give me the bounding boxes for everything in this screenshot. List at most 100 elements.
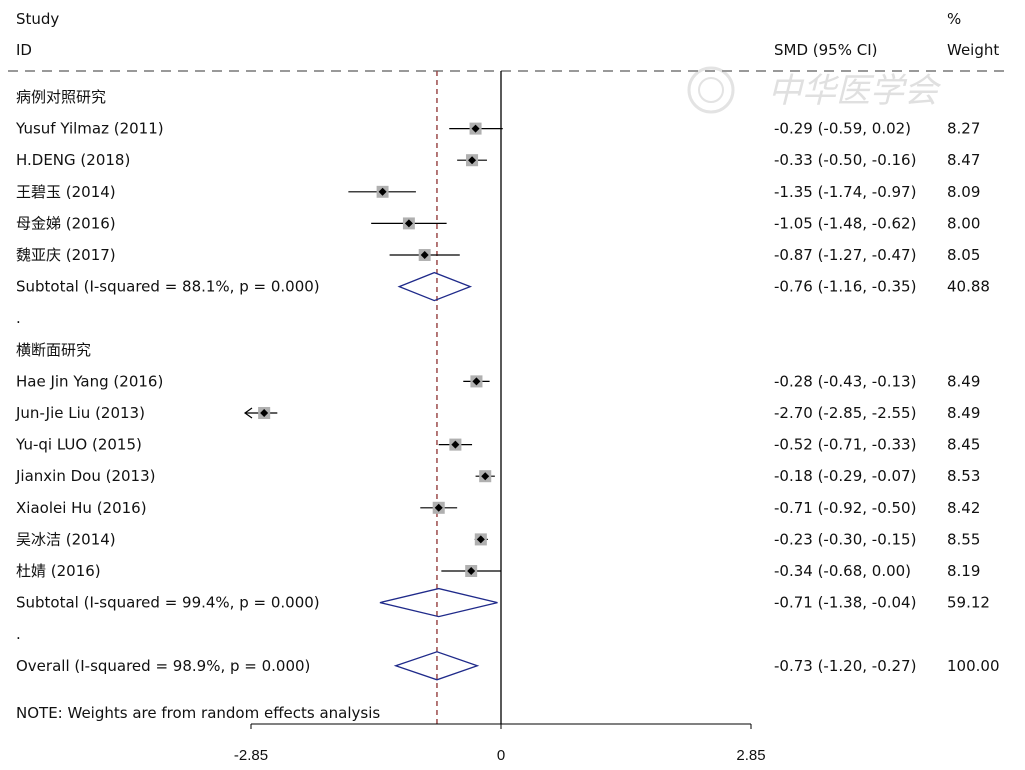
row-label: . xyxy=(16,309,21,327)
row-label: . xyxy=(16,625,21,643)
point-estimate xyxy=(467,567,476,575)
ci-text: -0.33 (-0.50, -0.16) xyxy=(774,151,916,169)
header-study: Study xyxy=(16,10,59,28)
row-label: 魏亚庆 (2017) xyxy=(16,246,116,264)
point-estimate xyxy=(472,377,481,386)
point-estimate xyxy=(404,219,413,228)
weight-text: 8.09 xyxy=(947,183,980,201)
ci-text: -0.28 (-0.43, -0.13) xyxy=(774,372,916,390)
row-study: 魏亚庆 (2017) -0.87 (-1.27, -0.47) 8.05 xyxy=(16,246,980,264)
row-label: H.DENG (2018) xyxy=(16,151,130,169)
ci-text: -0.52 (-0.71, -0.33) xyxy=(774,436,916,454)
watermark: 中华医学会 xyxy=(687,66,942,114)
row-subtotal: Subtotal (I-squared = 99.4%, p = 0.000) -… xyxy=(16,587,990,618)
row-study: 吴冰洁 (2014) -0.23 (-0.30, -0.15) 8.55 xyxy=(16,530,980,548)
row-label: Xiaolei Hu (2016) xyxy=(16,499,147,517)
weight-text: 8.19 xyxy=(947,562,980,580)
weight-text: 8.47 xyxy=(947,151,980,169)
row-study: 母金娣 (2016) -1.05 (-1.48, -0.62) 8.00 xyxy=(16,214,980,232)
row-study: 王碧玉 (2014) -1.35 (-1.74, -0.97) 8.09 xyxy=(16,183,980,201)
row-study: Jianxin Dou (2013) -0.18 (-0.29, -0.07) 8.… xyxy=(15,467,980,485)
ci-text: -0.34 (-0.68, 0.00) xyxy=(774,562,911,580)
ci-text: -0.87 (-1.27, -0.47) xyxy=(774,246,916,264)
watermark-seal-icon xyxy=(687,66,735,114)
row-label: 王碧玉 (2014) xyxy=(16,183,116,201)
row-study: Yu-qi LUO (2015) -0.52 (-0.71, -0.33) 8.45 xyxy=(15,436,980,454)
row-group: 横断面研究 xyxy=(16,341,91,359)
ci-text: -0.71 (-0.92, -0.50) xyxy=(774,499,916,517)
weight-text: 8.49 xyxy=(947,372,980,390)
point-estimate xyxy=(471,124,480,133)
ci-text: -0.71 (-1.38, -0.04) xyxy=(774,594,916,612)
header-weight: Weight xyxy=(947,41,999,59)
ci-text: -1.05 (-1.48, -0.62) xyxy=(774,214,916,232)
ci-text: -2.70 (-2.85, -2.55) xyxy=(774,404,916,422)
point-estimate xyxy=(476,535,485,544)
x-tick-label: 0 xyxy=(497,747,505,764)
point-estimate xyxy=(468,156,477,165)
x-tick-label: -2.85 xyxy=(234,747,268,764)
point-estimate xyxy=(420,251,429,259)
weight-text: 8.42 xyxy=(947,499,980,517)
header-smd: SMD (95% CI) xyxy=(774,41,878,59)
weight-text: 8.53 xyxy=(947,467,980,485)
forest-rows: 病例对照研究 Yusuf Yilmaz (2011) -0.29 (-0.59, 0… xyxy=(15,88,1000,681)
row-label: Yusuf Yilmaz (2011) xyxy=(15,120,164,138)
ci-arrow xyxy=(243,407,253,419)
row-label: 横断面研究 xyxy=(16,341,91,359)
row-label: Jianxin Dou (2013) xyxy=(15,467,156,485)
weight-text: 8.45 xyxy=(947,436,980,454)
row-label: 杜婧 (2016) xyxy=(16,562,101,580)
row-study: H.DENG (2018) -0.33 (-0.50, -0.16) 8.47 xyxy=(16,151,980,169)
pooled-diamond xyxy=(397,271,473,302)
weight-text: 8.49 xyxy=(947,404,980,422)
point-estimate xyxy=(378,187,387,196)
row-label: Jun-Jie Liu (2013) xyxy=(15,404,145,422)
row-study: 杜婧 (2016) -0.34 (-0.68, 0.00) 8.19 xyxy=(16,562,980,580)
weight-text: 8.27 xyxy=(947,120,980,138)
watermark-seal-inner-icon xyxy=(698,77,724,103)
weight-text: 8.00 xyxy=(947,214,980,232)
row-label: 母金娣 (2016) xyxy=(16,214,116,232)
point-estimate xyxy=(481,472,490,481)
x-tick-label: 2.85 xyxy=(736,747,765,764)
row-study: Hae Jin Yang (2016) -0.28 (-0.43, -0.13) 8… xyxy=(16,372,980,390)
row-label: Yu-qi LUO (2015) xyxy=(15,436,142,454)
row-label: Subtotal (I-squared = 99.4%, p = 0.000) xyxy=(16,594,320,612)
ci-text: -0.18 (-0.29, -0.07) xyxy=(774,467,916,485)
row-study: Xiaolei Hu (2016) -0.71 (-0.92, -0.50) 8.4… xyxy=(16,499,980,517)
ci-text: -0.73 (-1.20, -0.27) xyxy=(774,657,916,675)
ci-text: -0.23 (-0.30, -0.15) xyxy=(774,530,916,548)
row-label: Hae Jin Yang (2016) xyxy=(16,372,163,390)
weight-text: 8.55 xyxy=(947,530,980,548)
weight-text: 40.88 xyxy=(947,278,990,296)
point-estimate xyxy=(434,503,443,512)
watermark-text: 中华医学会 xyxy=(768,71,942,111)
weight-text: 59.12 xyxy=(947,594,990,612)
pooled-diamond xyxy=(393,651,480,681)
row-spacer: . xyxy=(16,309,21,327)
ci-text: -0.29 (-0.59, 0.02) xyxy=(774,120,911,138)
header-pct: % xyxy=(947,10,961,28)
row-study: Yusuf Yilmaz (2011) -0.29 (-0.59, 0.02) 8.… xyxy=(15,120,980,138)
weight-text: 8.05 xyxy=(947,246,980,264)
row-group: 病例对照研究 xyxy=(16,88,106,106)
ci-text: -1.35 (-1.74, -0.97) xyxy=(774,183,916,201)
row-label: Subtotal (I-squared = 88.1%, p = 0.000) xyxy=(16,278,320,296)
x-axis-ticks: -2.85 0 2.85 xyxy=(234,724,766,764)
pooled-diamond xyxy=(379,587,498,618)
header-id: ID xyxy=(16,41,32,59)
footnote: NOTE: Weights are from random effects an… xyxy=(16,704,380,722)
row-spacer: . xyxy=(16,625,21,643)
row-subtotal: Subtotal (I-squared = 88.1%, p = 0.000) -… xyxy=(16,271,990,302)
row-study: Jun-Jie Liu (2013) -2.70 (-2.85, -2.55) 8.… xyxy=(15,404,980,422)
row-label: 病例对照研究 xyxy=(16,88,106,106)
point-estimate xyxy=(260,409,269,417)
row-label: Overall (I-squared = 98.9%, p = 0.000) xyxy=(16,657,310,675)
row-overall: Overall (I-squared = 98.9%, p = 0.000) -0… xyxy=(16,651,1000,681)
row-label: 吴冰洁 (2014) xyxy=(16,530,116,548)
ci-text: -0.76 (-1.16, -0.35) xyxy=(774,278,916,296)
weight-text: 100.00 xyxy=(947,657,1000,675)
point-estimate xyxy=(451,440,460,449)
